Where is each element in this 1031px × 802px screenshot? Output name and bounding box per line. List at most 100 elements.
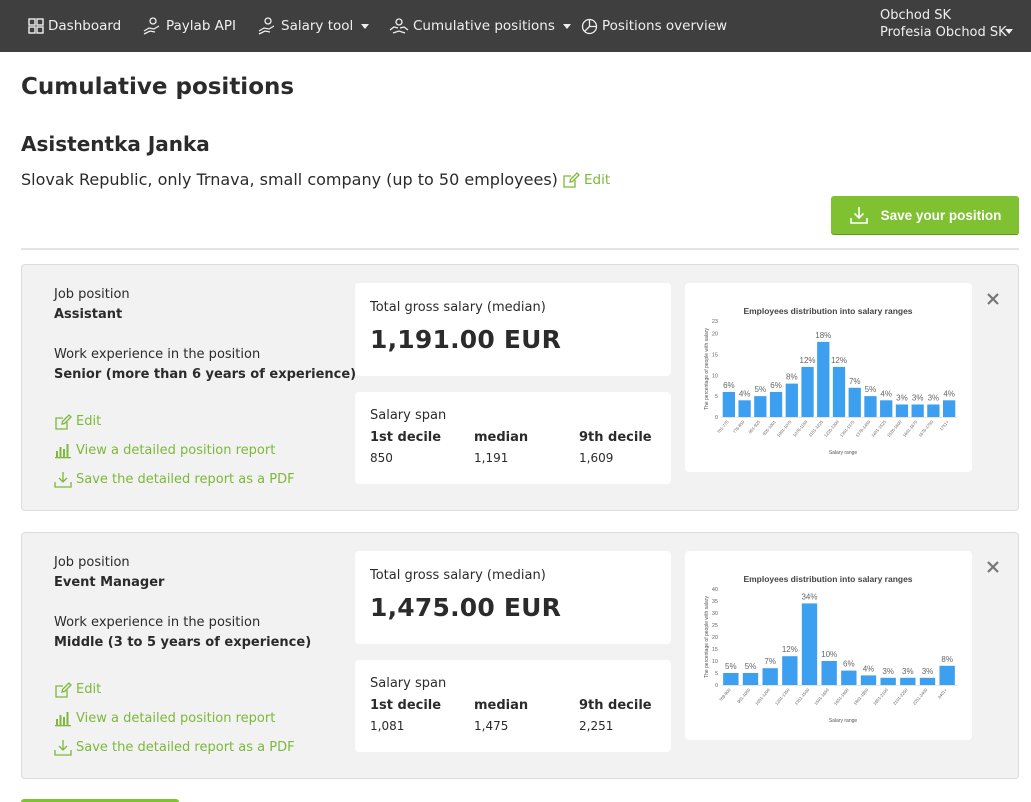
card-actions: Edit View a detailed position report Sav… xyxy=(54,407,295,494)
y-axis-label: The percentage of people with salary xyxy=(704,596,710,678)
job-position-value: Assistant xyxy=(54,307,123,322)
bar-data-label: 3% xyxy=(896,393,908,402)
work-experience-block: Work experience in the position Middle (… xyxy=(54,615,311,650)
edit-filter-link[interactable]: Edit xyxy=(562,171,610,189)
x-tick-label: 776-850 xyxy=(732,419,746,435)
bar-data-label: 12% xyxy=(800,356,816,365)
x-tick-label: 1051-1200 xyxy=(754,687,771,706)
y-tick-label: 20 xyxy=(712,332,718,338)
view-report-link[interactable]: View a detailed position report xyxy=(54,704,295,733)
x-tick-label: 2401+ xyxy=(937,687,949,700)
x-tick-label: 1451-1525 xyxy=(870,419,887,438)
view-report-link[interactable]: View a detailed position report xyxy=(54,436,295,465)
edit-position-link[interactable]: Edit xyxy=(54,675,295,704)
bar-data-label: 4% xyxy=(943,389,955,398)
x-tick-label: 926-1001 xyxy=(762,419,778,436)
chart-bar xyxy=(817,341,830,417)
chart-title: Employees distribution into salary range… xyxy=(743,574,912,584)
job-position-block: Job position Event Manager xyxy=(54,555,164,590)
edit-position-label: Edit xyxy=(76,414,102,429)
bar-data-label: 5% xyxy=(755,385,767,394)
y-tick-label: 25 xyxy=(712,623,718,629)
save-pdf-label: Save the detailed report as a PDF xyxy=(76,472,295,487)
chart-bar xyxy=(860,675,877,685)
salary-span-box: Salary span 1st decile 850 median 1,191 … xyxy=(355,392,671,484)
divider xyxy=(21,248,1019,250)
bar-chart-icon xyxy=(55,711,71,726)
work-experience-label: Work experience in the position xyxy=(54,347,261,362)
job-position-label: Job position xyxy=(54,555,130,570)
chart-bar xyxy=(911,404,924,417)
salary-distribution-chart-box: Employees distribution into salary range… xyxy=(685,283,972,472)
position-card: Job position Event Manager Work experien… xyxy=(21,532,1019,779)
ninth-decile-value: 1,609 xyxy=(579,451,614,465)
y-tick-label: 10 xyxy=(712,659,718,665)
job-position-value: Event Manager xyxy=(54,575,165,590)
page-title: Cumulative positions xyxy=(21,74,295,100)
bar-data-label: 3% xyxy=(902,667,914,676)
median-salary-label: Total gross salary (median) xyxy=(370,568,546,583)
nav-positions-overview[interactable]: Positions overview xyxy=(581,0,727,52)
x-tick-label: 2101-2250 xyxy=(892,687,909,706)
x-tick-label: 1226-1300 xyxy=(823,419,840,438)
download-icon xyxy=(54,471,72,488)
bar-data-label: 3% xyxy=(922,667,934,676)
work-experience-value: Senior (more than 6 years of experience) xyxy=(54,367,357,382)
save-position-button[interactable]: Save your position xyxy=(831,196,1019,234)
x-tick-label: 2251-2400 xyxy=(912,687,929,706)
position-set-name: Asistentka Janka xyxy=(21,132,210,156)
nav-paylab-api[interactable]: Paylab API xyxy=(142,0,236,52)
y-tick-label: 35 xyxy=(712,599,718,605)
save-pdf-link[interactable]: Save the detailed report as a PDF xyxy=(54,465,295,494)
chart-bar xyxy=(821,661,837,685)
nav-positions-overview-label: Positions overview xyxy=(602,18,728,34)
y-tick-label: 0 xyxy=(715,683,718,689)
nav-cumulative-positions[interactable]: Cumulative positions xyxy=(389,0,571,52)
account-menu[interactable]: Obchod SK Profesia Obchod SK xyxy=(880,7,1013,41)
bar-data-label: 5% xyxy=(725,662,737,671)
x-tick-label: 1951-2100 xyxy=(872,687,889,706)
median-salary-box: Total gross salary (median) 1,191.00 EUR xyxy=(355,283,671,376)
nav-cumulative-positions-label: Cumulative positions xyxy=(413,18,555,34)
chart-bar xyxy=(742,673,759,685)
nav-dashboard[interactable]: Dashboard xyxy=(28,0,121,52)
edit-position-link[interactable]: Edit xyxy=(54,407,295,436)
chart-bar xyxy=(880,677,896,685)
salary-distribution-chart: Employees distribution into salary range… xyxy=(704,574,957,724)
account-user: Obchod SK xyxy=(880,8,951,23)
first-decile: 1st decile 850 xyxy=(370,430,441,465)
median: median 1,191 xyxy=(474,430,528,465)
edit-filter-label: Edit xyxy=(584,172,611,188)
add-position-button[interactable] xyxy=(21,799,179,802)
chevron-down-icon xyxy=(1005,29,1013,34)
work-experience-block: Work experience in the position Senior (… xyxy=(54,347,356,382)
top-navigation: Dashboard Paylab API Salary tool Cumulat… xyxy=(0,0,1031,52)
bar-data-label: 18% xyxy=(815,331,831,340)
close-icon[interactable] xyxy=(985,291,1001,307)
bar-data-label: 34% xyxy=(801,592,817,601)
y-tick-label: 40 xyxy=(712,587,718,593)
nav-salary-tool[interactable]: Salary tool xyxy=(257,0,370,52)
x-tick-label: 1301-1375 xyxy=(839,419,856,438)
bar-data-label: 7% xyxy=(849,377,861,386)
bar-data-label: 3% xyxy=(882,667,894,676)
median-value: 1,191 xyxy=(474,451,509,465)
view-report-label: View a detailed position report xyxy=(76,443,276,458)
save-pdf-label: Save the detailed report as a PDF xyxy=(76,740,295,755)
save-pdf-link[interactable]: Save the detailed report as a PDF xyxy=(54,733,295,762)
nav-dashboard-label: Dashboard xyxy=(48,18,122,34)
y-axis-label: The percentage of people with salary xyxy=(704,328,710,410)
x-tick-label: 851-925 xyxy=(747,419,761,435)
chart-bar xyxy=(801,366,814,417)
x-tick-label: 1501-1650 xyxy=(813,687,830,706)
chevron-down-icon xyxy=(562,23,571,29)
hands-coin-icon xyxy=(389,18,409,34)
chart-bar xyxy=(848,387,861,417)
close-icon[interactable] xyxy=(985,559,1001,575)
chart-bar xyxy=(754,396,767,417)
chart-title: Employees distribution into salary range… xyxy=(743,306,912,316)
download-icon xyxy=(54,739,72,756)
bar-data-label: 3% xyxy=(928,393,940,402)
ninth-decile: 9th decile 2,251 xyxy=(579,698,652,733)
chart-bar xyxy=(841,670,857,685)
